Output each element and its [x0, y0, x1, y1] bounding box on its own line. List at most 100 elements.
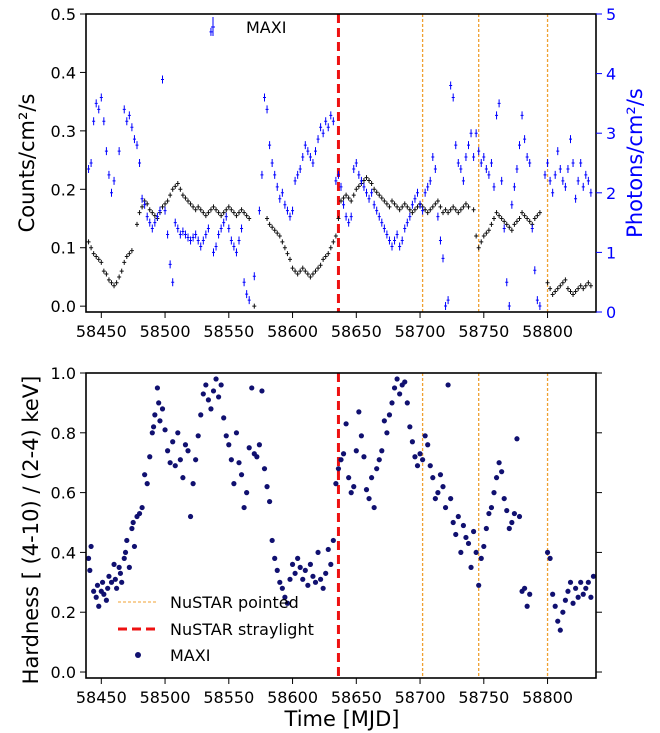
top-black-point	[272, 227, 277, 233]
bottom-maxi-point	[190, 481, 196, 487]
bottom-maxi-point	[420, 457, 426, 463]
top-black-point	[471, 207, 476, 213]
top-black-point	[300, 265, 305, 271]
bottom-maxi-point	[175, 430, 181, 436]
top-black-point	[527, 218, 532, 224]
top-black-point	[494, 210, 499, 216]
bottom-maxi-point	[527, 591, 533, 597]
top-x-tick-label: 58500	[140, 322, 191, 341]
top-black-point	[293, 268, 298, 274]
top-maxi-point	[104, 147, 108, 156]
bottom-maxi-point	[580, 591, 586, 597]
bottom-maxi-point	[310, 573, 316, 579]
top-maxi-point	[520, 111, 524, 120]
bottom-maxi-point	[578, 579, 584, 585]
top-maxi-point	[181, 227, 185, 236]
top-black-point	[104, 271, 109, 277]
top-maxi-point	[433, 164, 437, 173]
top-black-point	[573, 289, 578, 295]
top-black-point	[109, 280, 114, 286]
top-black-point	[384, 201, 389, 207]
top-y-tick-label-right: 2	[606, 184, 616, 203]
top-maxi-point	[525, 153, 529, 162]
top-maxi-point	[403, 224, 407, 233]
top-black-point	[303, 268, 308, 274]
bottom-y-tick-label: 1.0	[51, 364, 76, 383]
bottom-maxi-point	[117, 570, 124, 576]
top-maxi-point	[283, 200, 287, 209]
bottom-maxi-point	[478, 555, 484, 561]
top-x-tick-label: 58700	[395, 322, 446, 341]
top-black-point	[203, 213, 208, 219]
top-x-tick-label: 58750	[458, 322, 509, 341]
top-black-point	[308, 274, 313, 280]
bottom-maxi-point	[348, 490, 354, 496]
top-black-point	[124, 253, 129, 259]
bottom-maxi-point	[216, 394, 222, 400]
top-maxi-point	[148, 218, 152, 227]
bottom-maxi-point	[340, 451, 347, 457]
top-y-tick-label-right: 3	[606, 124, 616, 143]
top-maxi-point	[99, 93, 103, 102]
bottom-maxi-point	[256, 442, 262, 448]
top-maxi-point	[245, 290, 249, 299]
bottom-maxi-point	[277, 579, 283, 585]
top-maxi-point	[263, 93, 266, 102]
bottom-maxi-point	[154, 385, 160, 391]
top-maxi-point	[423, 188, 427, 197]
top-maxi-point	[515, 164, 519, 173]
top-maxi-point	[586, 176, 590, 185]
top-black-point	[219, 213, 224, 219]
top-maxi-point	[270, 159, 274, 167]
top-maxi-point	[97, 105, 101, 114]
top-maxi-point	[329, 111, 333, 120]
top-maxi-point	[176, 224, 180, 233]
top-maxi-point	[528, 159, 532, 167]
bottom-axes-frame	[85, 372, 597, 679]
top-maxi-point	[459, 164, 463, 173]
top-black-point	[400, 204, 405, 210]
top-maxi-point	[487, 170, 491, 179]
bottom-maxi-point	[425, 442, 431, 448]
top-black-point	[438, 204, 443, 210]
top-black-point	[339, 198, 343, 204]
top-maxi-point	[410, 200, 414, 209]
top-maxi-point	[143, 200, 147, 209]
top-maxi-point	[492, 182, 496, 191]
top-maxi-point	[158, 206, 162, 215]
top-maxi-point	[201, 236, 205, 245]
bottom-x-tick-label: 58450	[76, 688, 127, 707]
bottom-maxi-point	[203, 382, 209, 388]
legend-maxi-label: MAXI	[170, 646, 210, 665]
bottom-maxi-point	[300, 576, 306, 582]
bottom-x-tick-label: 58550	[203, 688, 254, 707]
top-maxi-point	[523, 135, 527, 144]
top-maxi-point	[347, 218, 351, 227]
bottom-series-maxi	[85, 376, 597, 633]
top-black-point	[532, 216, 537, 222]
top-black-point	[392, 201, 397, 207]
top-maxi-point	[110, 188, 113, 197]
top-black-point	[537, 210, 542, 216]
top-maxi-point	[395, 230, 399, 239]
top-maxi-point	[191, 233, 195, 242]
top-maxi-point	[548, 176, 552, 185]
top-maxi-point	[546, 159, 550, 167]
top-black-point	[548, 286, 553, 292]
top-black-point	[208, 207, 213, 213]
bottom-maxi-point	[567, 579, 574, 585]
top-y-tick-label-left: 0.0	[51, 297, 76, 316]
top-black-point	[560, 280, 565, 286]
top-maxi-point	[393, 236, 397, 245]
top-black-point	[114, 280, 119, 286]
top-maxi-point	[204, 230, 208, 239]
bottom-maxi-point	[437, 472, 444, 478]
bottom-maxi-point	[481, 543, 487, 550]
bottom-maxi-point	[99, 579, 106, 585]
top-black-point	[553, 289, 558, 295]
top-maxi-point	[334, 176, 338, 185]
bottom-maxi-point	[463, 534, 469, 541]
top-black-point	[265, 216, 270, 222]
bottom-maxi-point	[506, 525, 512, 532]
top-black-point	[435, 198, 440, 204]
